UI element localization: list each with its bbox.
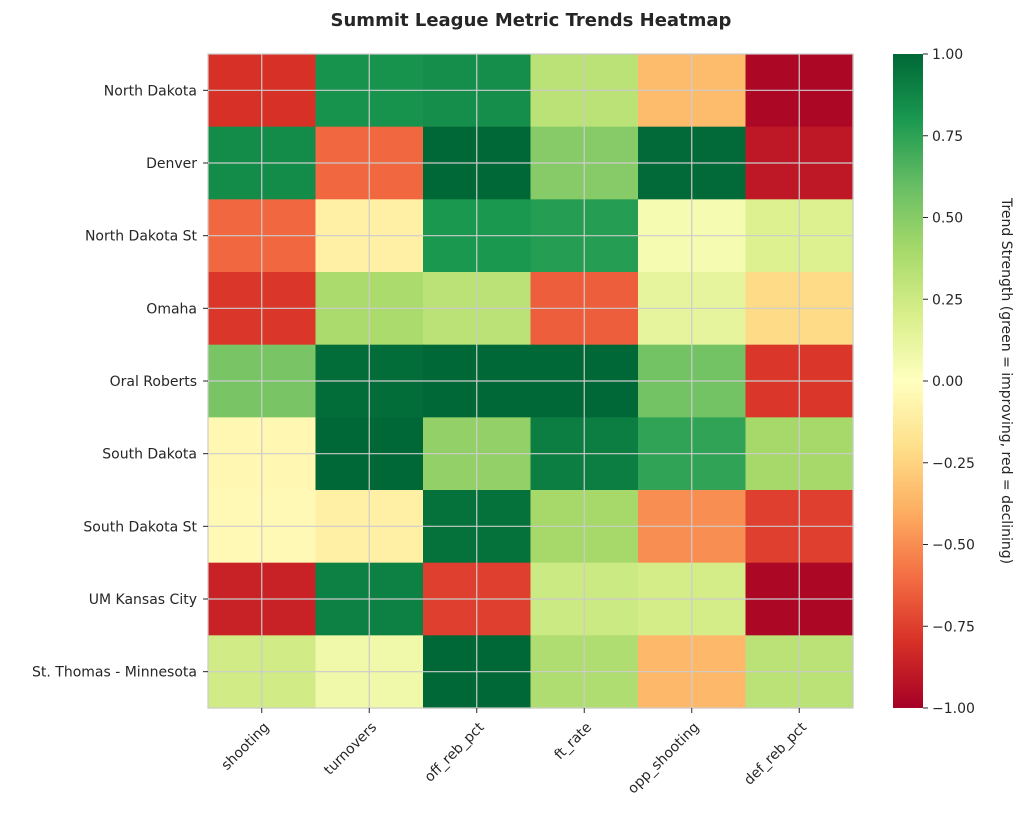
colorbar-tick-label: −0.25 [932,456,975,472]
chart-title: Summit League Metric Trends Heatmap [331,10,732,31]
column-label: shooting [219,720,273,774]
column-label: turnovers [321,720,380,779]
heatmap-grid [208,54,853,708]
column-labels: shooting turnovers off_reb_pct ft_rate opp_s… [219,708,810,798]
colorbar-tick-label: 0.00 [932,374,963,390]
row-label: Oral Roberts [110,374,197,390]
row-label: St. Thomas - Minnesota [32,665,197,681]
colorbar-tick-label: −0.75 [932,619,975,635]
colorbar-label: Trend Strength (green = improving, red =… [998,197,1014,564]
column-label: ft_rate [552,720,596,764]
colorbar-tick-label: −0.50 [932,538,975,554]
row-label: UM Kansas City [89,592,197,608]
column-label: def_reb_pct [741,719,810,788]
row-labels: North Dakota Denver North Dakota St Omaha Or… [32,83,208,681]
colorbar-ticks: 1.00 0.75 0.50 0.25 0.00 −0.25 −0.50 −0.75 −1.00 [923,47,975,717]
colorbar [893,54,923,708]
colorbar-tick-label: 1.00 [932,47,963,63]
column-label: off_reb_pct [422,719,488,785]
row-label: Omaha [146,301,197,317]
row-label: North Dakota St [85,229,198,245]
row-label: Denver [146,156,197,172]
row-label: South Dakota [102,447,197,463]
colorbar-tick-label: 0.25 [932,292,963,308]
column-label: opp_shooting [625,720,703,798]
row-label: North Dakota [104,83,197,99]
colorbar-tick-label: 0.75 [932,129,963,145]
colorbar-tick-label: −1.00 [932,701,975,717]
row-label: South Dakota St [83,519,197,535]
colorbar-tick-label: 0.50 [932,211,963,227]
